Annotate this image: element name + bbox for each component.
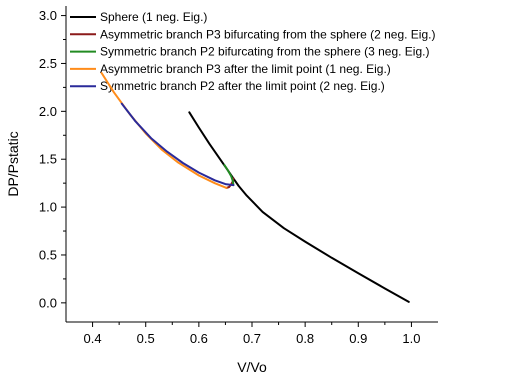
y-tick-label: 2.5 (39, 56, 57, 71)
y-tick-label: 1.0 (39, 200, 57, 215)
y-tick-label: 2.0 (39, 104, 57, 119)
x-tick-label: 0.5 (137, 331, 155, 346)
x-tick-label: 0.7 (243, 331, 261, 346)
y-tick-label: 0.5 (39, 247, 57, 262)
y-tick-label: 1.5 (39, 152, 57, 167)
legend: Sphere (1 neg. Eig.) Asymmetric branch P3… (70, 10, 435, 93)
x-axis-label: V/Vo (237, 359, 267, 375)
x-tick-label: 0.4 (84, 331, 102, 346)
ticks: 0.4 0.5 0.6 0.7 0.8 0.9 1.0 0.0 0.5 1.0 1.5 2.0 2.5 3… (39, 8, 421, 346)
legend-label-5: Symmetric branch P2 after the limit poin… (100, 79, 385, 93)
x-tick-label: 0.8 (296, 331, 314, 346)
y-tick-label: 0.0 (39, 295, 57, 310)
series-line-5 (120, 102, 235, 187)
legend-label-4: Asymmetric branch P3 after the limit poi… (100, 62, 391, 76)
x-tick-label: 0.6 (190, 331, 208, 346)
legend-label-2: Asymmetric branch P3 bifurcating from th… (100, 27, 435, 41)
legend-label-1: Sphere (1 neg. Eig.) (100, 10, 207, 24)
y-tick-label: 3.0 (39, 8, 57, 23)
x-tick-label: 0.9 (349, 331, 367, 346)
legend-label-3: Symmetric branch P2 bifurcating from the… (100, 45, 429, 59)
series-line-3 (223, 164, 235, 187)
x-tick-label: 1.0 (402, 331, 420, 346)
series-line-1 (188, 111, 410, 303)
series-line-4 (100, 72, 228, 189)
series-lines (100, 72, 410, 303)
y-axis-label: DP/Pstatic (5, 131, 21, 196)
